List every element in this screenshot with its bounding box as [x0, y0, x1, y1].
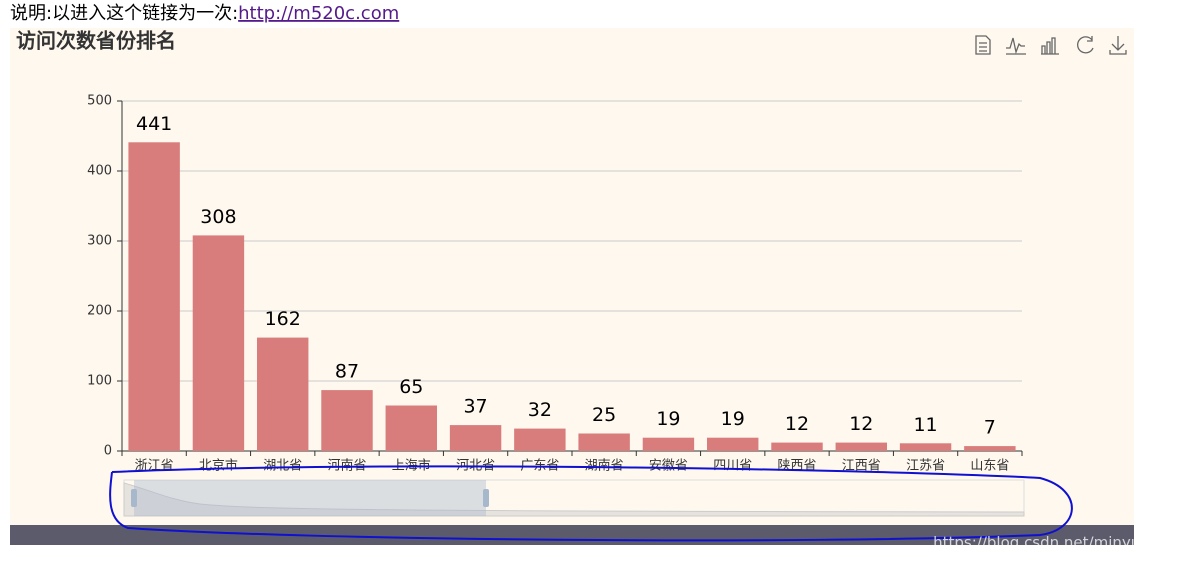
save-icon[interactable]: [1109, 36, 1127, 55]
bar: [257, 337, 309, 451]
zoom-selection[interactable]: [134, 480, 486, 516]
watermark: https://blog.csdn.net/minyunfei6: [933, 534, 1178, 552]
bar: [449, 425, 502, 451]
bar-icon[interactable]: [1041, 37, 1059, 55]
data-label: 25: [592, 404, 616, 426]
y-tick-label: 400: [87, 164, 112, 179]
bar: [578, 433, 630, 451]
x-tick-label: 北京市: [199, 458, 238, 474]
data-label: 12: [785, 413, 809, 435]
data-view-icon[interactable]: [975, 35, 991, 55]
data-label: 7: [984, 417, 996, 439]
data-label: 19: [656, 408, 680, 430]
data-label: 441: [136, 113, 172, 135]
y-tick-label: 500: [87, 94, 112, 109]
data-label: 308: [200, 206, 236, 228]
toolbox: [975, 35, 1127, 55]
bar: [385, 405, 437, 451]
chart-title: 访问次数省份排名: [16, 29, 176, 53]
note: 说明:以进入这个链接为一次:: [10, 3, 238, 24]
bar: [771, 442, 823, 451]
bar: [128, 142, 180, 452]
data-zoom[interactable]: [123, 479, 1025, 517]
x-tick-label: 湖南省: [585, 458, 624, 474]
hand-drawn-annotation: [109, 465, 1073, 542]
data-label: 87: [335, 361, 359, 383]
x-tick-label: 湖北省: [263, 459, 302, 474]
y-tick-label: 100: [87, 374, 112, 389]
data-label: 19: [721, 408, 745, 430]
x-tick-label: 山东省: [970, 459, 1009, 474]
x-tick-label: 河南省: [327, 458, 366, 474]
data-label: 162: [265, 308, 301, 330]
data-label: 11: [913, 414, 937, 436]
zoom-shadow: [123, 482, 1025, 517]
y-tick-label: 300: [87, 234, 112, 249]
data-label: 65: [399, 376, 423, 398]
zoom-handle[interactable]: [483, 489, 489, 507]
bar: [707, 437, 759, 451]
data-label: 37: [463, 396, 487, 418]
x-tick-label: 江西省: [842, 459, 881, 474]
bar: [642, 437, 695, 451]
x-tick-label: 四川省: [713, 459, 752, 474]
y-tick-label: 0: [104, 444, 112, 459]
line-icon[interactable]: [1006, 37, 1026, 55]
bar: [964, 446, 1016, 451]
zoom-handle[interactable]: [131, 489, 137, 507]
x-tick-label: 安徽省: [649, 459, 688, 474]
data-label: 32: [528, 399, 552, 421]
bar: [321, 390, 373, 451]
data-label: 12: [849, 413, 873, 435]
y-tick-label: 200: [87, 304, 112, 319]
x-tick-label: 江苏省: [906, 458, 945, 474]
bar: [192, 235, 245, 451]
bar: [835, 442, 887, 451]
bar: [899, 443, 952, 451]
link[interactable]: http://m520c.com: [238, 3, 399, 24]
bar: [514, 428, 566, 451]
restore-icon[interactable]: [1077, 36, 1094, 54]
